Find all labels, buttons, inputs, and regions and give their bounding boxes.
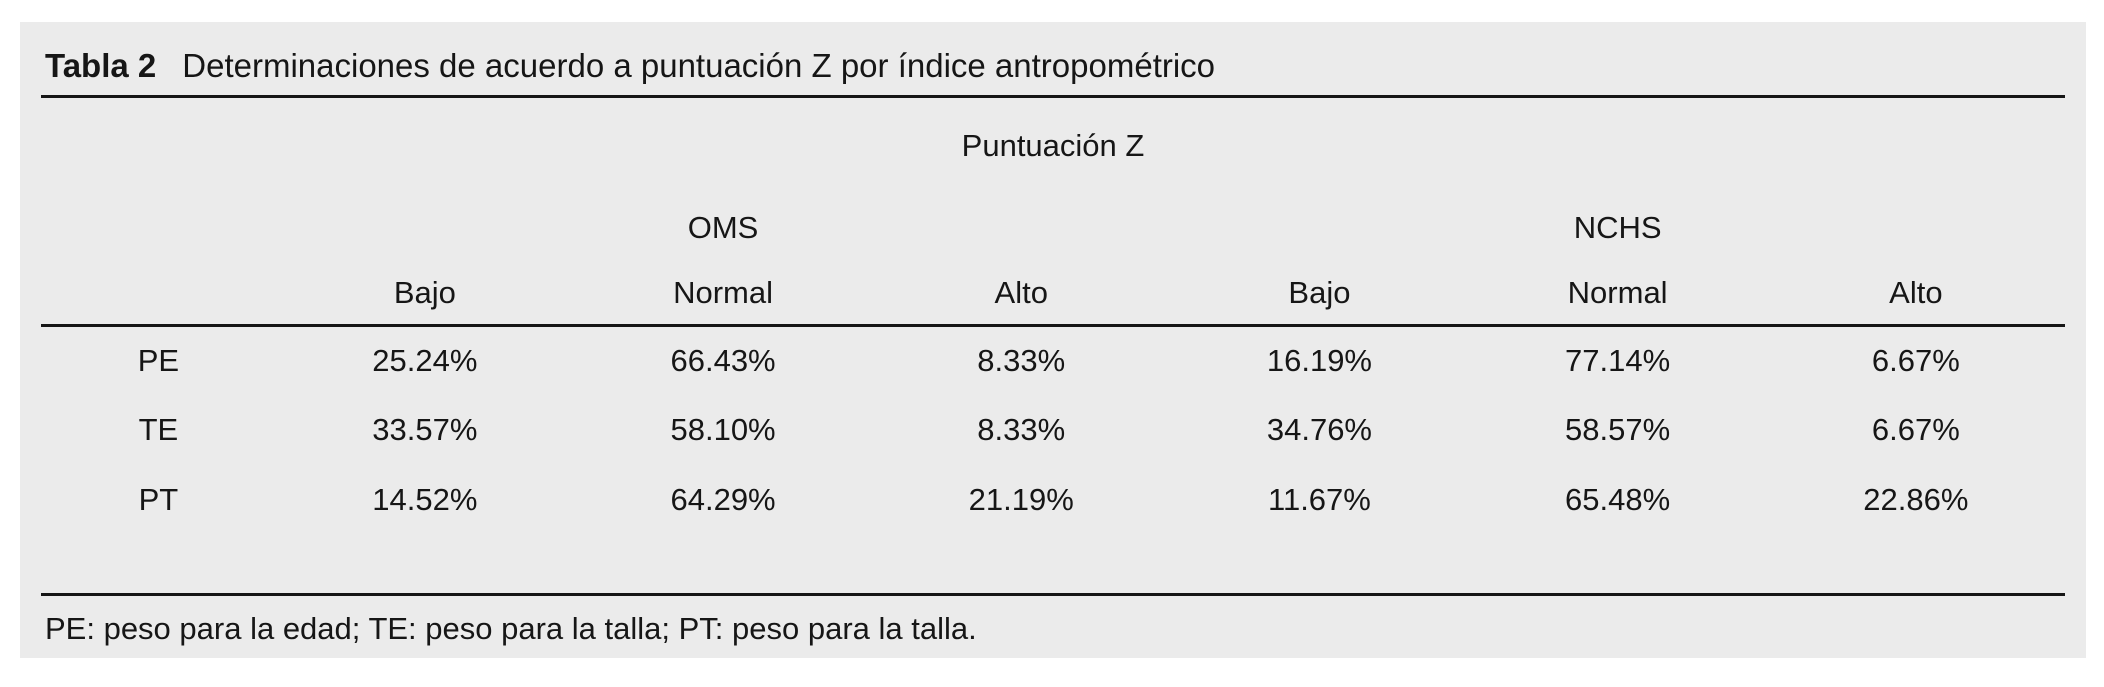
col-header-oms-normal: Normal (573, 263, 873, 327)
cell-te-nchs-alto: 6.67% (1871, 412, 1960, 447)
cell-pe-nchs-bajo: 16.19% (1266, 342, 1372, 378)
cell-pt-nchs-alto: 22.86% (1863, 482, 1969, 517)
cell-pe-oms-bajo: 25.24% (372, 342, 478, 378)
cell-te-nchs-normal: 58.57% (1565, 412, 1671, 447)
cell-pe-oms-normal: 66.43% (670, 342, 776, 378)
cell-te-oms-alto: 8.33% (977, 412, 1066, 447)
group-header-oms: OMS (687, 210, 759, 245)
corner-spacer (41, 263, 276, 327)
table-bottom-spacer (41, 535, 2065, 593)
cell-pt-oms-normal: 64.29% (670, 482, 776, 517)
spanner-header: Puntuación Z (961, 127, 1145, 163)
row-label-pt: PT (138, 482, 179, 517)
table-number: Tabla 2 (45, 47, 157, 84)
cell-pt-oms-bajo: 14.52% (372, 482, 478, 517)
table-footnote: PE: peso para la edad; TE: peso para la … (41, 593, 2065, 647)
cell-pt-nchs-bajo: 11.67% (1268, 482, 1371, 517)
col-header-nchs-bajo: Bajo (1170, 263, 1469, 327)
col-header-oms-alto: Alto (872, 263, 1171, 327)
table-caption: Tabla 2 Determinaciones de acuerdo a punt… (41, 22, 2065, 98)
table-panel: Tabla 2 Determinaciones de acuerdo a punt… (20, 22, 2086, 658)
spanner-row: Puntuación Z (41, 98, 2065, 193)
group-header-nchs: NCHS (1573, 210, 1662, 245)
cell-pe-nchs-normal: 77.14% (1565, 342, 1671, 378)
col-header-nchs-normal: Normal (1468, 263, 1767, 327)
cell-te-oms-normal: 58.10% (670, 412, 776, 447)
cell-pe-oms-alto: 8.33% (977, 342, 1066, 378)
row-label-te: TE (138, 412, 179, 447)
table-row-pt: PT 14.52% 64.29% 21.19% 11.67% 65.48% 22… (41, 465, 2065, 535)
cell-te-nchs-bajo: 34.76% (1266, 412, 1372, 447)
cell-pt-nchs-normal: 65.48% (1565, 482, 1671, 517)
standards-row: OMS NCHS (41, 193, 2065, 263)
row-label-pe: PE (137, 342, 180, 378)
table-row-pe: PE 25.24% 66.43% 8.33% 16.19% 77.14% 6.6… (41, 325, 2065, 395)
col-header-nchs-alto: Alto (1766, 263, 2065, 327)
cell-pe-nchs-alto: 6.67% (1871, 342, 1960, 378)
column-header-row: Bajo Normal Alto Bajo Normal Alto (41, 263, 2065, 327)
table-title: Determinaciones de acuerdo a puntuación … (182, 47, 1216, 84)
col-header-oms-bajo: Bajo (275, 263, 574, 327)
cell-te-oms-bajo: 33.57% (372, 412, 478, 447)
anthropometric-z-score-table: Puntuación Z OMS NCHS Bajo Normal Alto B… (41, 98, 2065, 593)
corner-spacer (41, 193, 276, 263)
cell-pt-oms-alto: 21.19% (968, 482, 1074, 517)
table-row-te: TE 33.57% 58.10% 8.33% 34.76% 58.57% 6.6… (41, 395, 2065, 465)
